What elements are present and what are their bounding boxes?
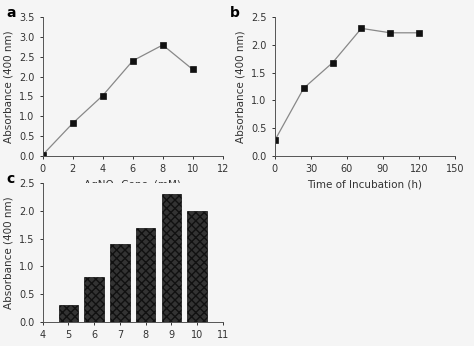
Y-axis label: Absorbance (400 nm): Absorbance (400 nm) <box>3 30 13 143</box>
X-axis label: AgNO₃ Conc. (mM): AgNO₃ Conc. (mM) <box>84 180 181 190</box>
Bar <box>84 277 104 322</box>
Text: b: b <box>230 6 240 20</box>
Y-axis label: Absorbance (400 nm): Absorbance (400 nm) <box>236 30 246 143</box>
Bar <box>59 305 78 322</box>
X-axis label: Time of Incubation (h): Time of Incubation (h) <box>308 180 422 190</box>
Bar <box>110 244 129 322</box>
Bar <box>187 211 207 322</box>
Text: c: c <box>7 172 15 186</box>
Bar <box>162 194 181 322</box>
Bar <box>136 228 155 322</box>
Y-axis label: Absorbance (400 nm): Absorbance (400 nm) <box>3 196 13 309</box>
Text: a: a <box>7 6 16 20</box>
